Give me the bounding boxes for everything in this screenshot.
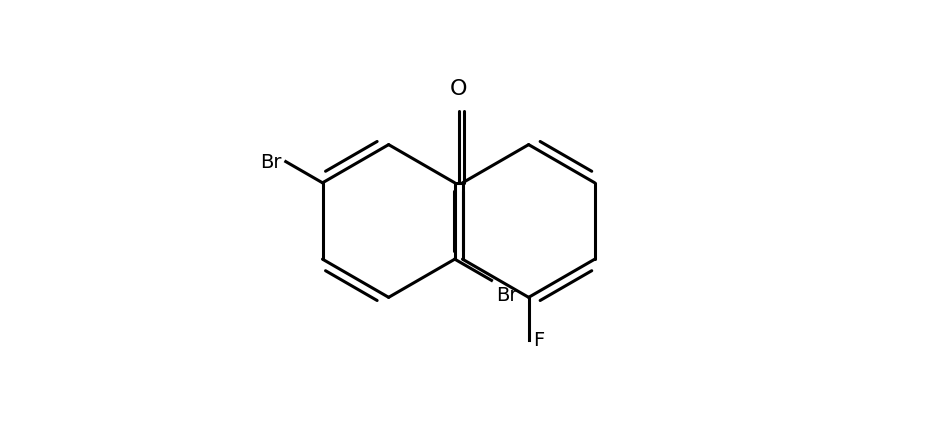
Text: F: F bbox=[533, 331, 544, 349]
Text: O: O bbox=[450, 79, 468, 99]
Text: Br: Br bbox=[496, 285, 517, 304]
Text: Br: Br bbox=[260, 153, 282, 172]
